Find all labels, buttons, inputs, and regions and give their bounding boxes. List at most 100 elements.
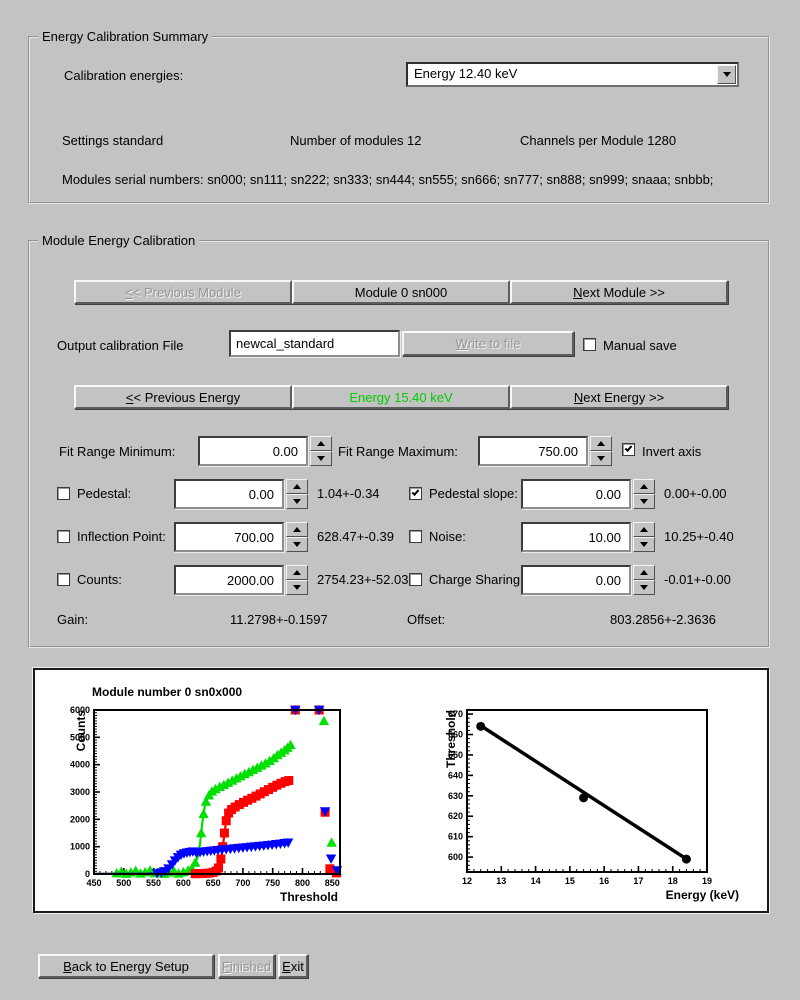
fit-range-min-label: Fit Range Minimum: (59, 444, 176, 459)
spin-down-button[interactable] (286, 537, 308, 552)
svg-text:0: 0 (85, 869, 90, 879)
svg-text:660: 660 (448, 730, 463, 740)
svg-text:640: 640 (448, 770, 463, 780)
counts-label: Counts: (77, 572, 122, 587)
spin-up-button[interactable] (310, 436, 332, 451)
arrow-down-icon (597, 456, 605, 461)
invert-axis-checkbox[interactable] (622, 443, 635, 456)
fit-range-min-spinner (310, 436, 332, 466)
charge-sharing-spinner (633, 565, 655, 595)
inflection-point-input[interactable] (174, 522, 284, 552)
current-module-button[interactable]: Module 0 sn000 (292, 280, 510, 304)
svg-text:450: 450 (86, 878, 101, 888)
noise-input[interactable] (521, 522, 631, 552)
offset-label: Offset: (407, 612, 446, 627)
arrow-down-icon (640, 542, 648, 547)
output-file-input[interactable] (229, 330, 400, 357)
invert-axis-label: Invert axis (642, 444, 702, 459)
spin-down-button[interactable] (633, 537, 655, 552)
arrow-up-icon (640, 570, 648, 575)
svg-text:600: 600 (176, 878, 191, 888)
inflection-point-checkbox[interactable] (57, 530, 70, 543)
dropdown-button[interactable] (717, 65, 736, 84)
noise-checkbox[interactable] (409, 530, 422, 543)
spin-down-button[interactable] (310, 451, 332, 466)
arrow-down-icon (293, 542, 301, 547)
energy-calibration-summary-group: Energy Calibration Summary Calibration e… (28, 29, 770, 204)
calibration-energy-select[interactable]: Energy 12.40 keV (406, 62, 739, 87)
fit-range-min-input[interactable] (198, 436, 308, 466)
arrow-down-icon (293, 585, 301, 590)
fit-range-max-input[interactable] (478, 436, 588, 466)
spin-up-button[interactable] (286, 479, 308, 494)
inflection-point-label: Inflection Point: (77, 529, 166, 544)
svg-text:1000: 1000 (70, 842, 90, 852)
arrow-up-icon (640, 527, 648, 532)
pedestal-slope-checkbox[interactable] (409, 487, 422, 500)
num-modules-label: Number of modules 12 (290, 133, 422, 148)
current-energy-button[interactable]: Energy 15.40 keV (292, 385, 510, 409)
scurve-chart: 450 500 550 600 650 700 750 800 850 0 1000 2000 3000… (70, 685, 343, 904)
spin-up-button[interactable] (590, 436, 612, 451)
manual-save-checkbox[interactable] (583, 338, 596, 351)
counts-checkbox[interactable] (57, 573, 70, 586)
svg-text:550: 550 (146, 878, 161, 888)
pedestal-result: 1.04+-0.34 (317, 486, 380, 501)
svg-text:15: 15 (565, 876, 575, 886)
arrow-up-icon (640, 484, 648, 489)
spin-up-button[interactable] (633, 479, 655, 494)
spin-down-button[interactable] (286, 580, 308, 595)
svg-text:650: 650 (206, 878, 221, 888)
arrow-up-icon (293, 484, 301, 489)
spin-down-button[interactable] (590, 451, 612, 466)
pedestal-input[interactable] (174, 479, 284, 509)
arrow-down-icon (640, 585, 648, 590)
calibration-energies-label: Calibration energies: (64, 68, 184, 83)
svg-text:750: 750 (265, 878, 280, 888)
summary-group-title: Energy Calibration Summary (38, 29, 213, 44)
charge-sharing-checkbox[interactable] (409, 573, 422, 586)
counts-input[interactable] (174, 565, 284, 595)
check-mark-icon (411, 488, 420, 496)
module-group-title: Module Energy Calibration (38, 233, 200, 248)
spin-up-button[interactable] (633, 565, 655, 580)
spin-down-button[interactable] (633, 494, 655, 509)
selected-energy-value: Energy 12.40 keV (414, 66, 518, 81)
spin-up-button[interactable] (633, 522, 655, 537)
svg-text:19: 19 (702, 876, 712, 886)
svg-text:17: 17 (633, 876, 643, 886)
check-mark-icon (624, 444, 633, 452)
svg-text:620: 620 (448, 811, 463, 821)
svg-text:Module number 0 sn0x000: Module number 0 sn0x000 (92, 685, 242, 699)
spin-down-button[interactable] (633, 580, 655, 595)
threshold-vs-energy-chart: 12 13 14 15 16 17 18 19 600 610 620 630 640 650 660 670… (444, 709, 739, 902)
spin-up-button[interactable] (286, 565, 308, 580)
svg-text:5000: 5000 (70, 732, 90, 742)
gain-label: Gain: (57, 612, 89, 627)
svg-text:Energy (keV): Energy (keV) (666, 888, 739, 902)
previous-energy-button[interactable]: < < Previous Energy (74, 385, 292, 409)
svg-text:Threshold: Threshold (444, 710, 458, 768)
arrow-up-icon (293, 527, 301, 532)
svg-text:Counts: Counts (74, 710, 88, 752)
spin-down-button[interactable] (286, 494, 308, 509)
arrow-up-icon (293, 570, 301, 575)
charge-sharing-input[interactable] (521, 565, 631, 595)
inflection-point-result: 628.47+-0.39 (317, 529, 394, 544)
noise-result: 10.25+-0.40 (664, 529, 734, 544)
svg-text:600: 600 (448, 852, 463, 862)
spin-up-button[interactable] (286, 522, 308, 537)
previous-module-button[interactable]: < < Previous Module (74, 280, 292, 304)
charge-sharing-label: Charge Sharing (429, 572, 521, 587)
pedestal-checkbox[interactable] (57, 487, 70, 500)
pedestal-slope-input[interactable] (521, 479, 631, 509)
charge-sharing-result: -0.01+-0.00 (664, 572, 731, 587)
